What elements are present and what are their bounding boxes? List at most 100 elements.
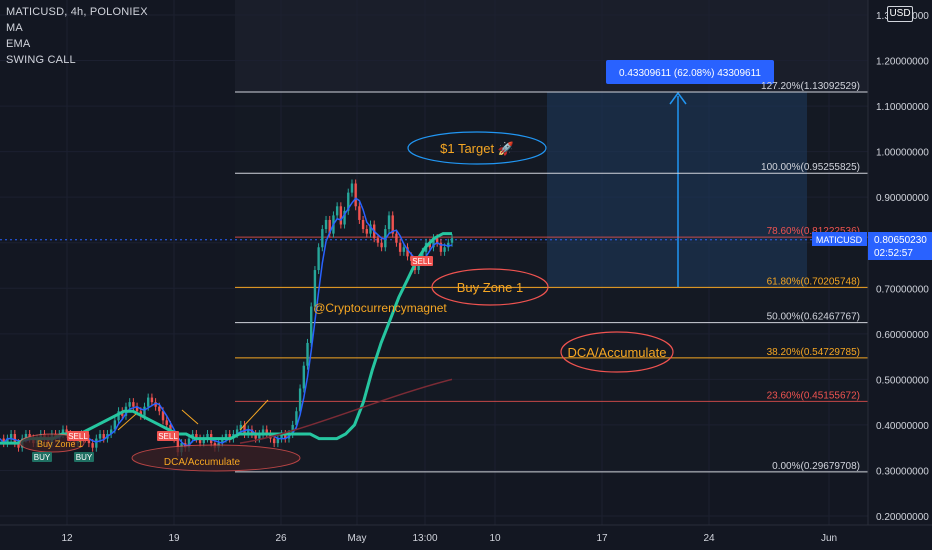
candle-body [2, 438, 5, 444]
candle-body [258, 434, 261, 439]
zone-layer: 0.43309611 (62.08%) 43309611 [547, 60, 807, 288]
fib-label: 38.20%(0.54729785) [767, 347, 860, 358]
fib-label: 23.60%(0.45155672) [767, 390, 860, 401]
time-tick-label: May [348, 533, 367, 544]
price-tick-label: 0.70000000 [876, 284, 929, 295]
candle-body [358, 206, 361, 220]
candle-body [235, 429, 239, 435]
candle-body [176, 438, 180, 453]
sell-signal-label: SELL [158, 432, 178, 441]
candle-body [435, 238, 439, 243]
last-price-tag [868, 232, 932, 260]
candle-body [202, 438, 205, 444]
candle-body [91, 443, 94, 448]
candle-body [250, 429, 254, 435]
indicator-swing-call-label[interactable]: SWING CALL [6, 54, 76, 66]
dca-ellipse [560, 331, 674, 373]
buy-signal-tag [32, 452, 52, 462]
candle-body [139, 411, 142, 416]
candle-body [24, 434, 28, 439]
annotations-layer: $1 Target 🚀 Buy Zone 1 DCA/Accumulate DCA/A… [19, 131, 674, 472]
last-price-countdown: 02:52:57 [874, 248, 913, 259]
candle-body [317, 247, 320, 271]
trend-arrow [117, 413, 137, 431]
candle-body [154, 402, 157, 407]
dca-zone-label: DCA/Accumulate [164, 457, 241, 468]
sell-signal-tag [411, 256, 433, 266]
trend-arrow [181, 409, 199, 425]
candle-body [117, 411, 120, 421]
price-tick-label: 1.20000000 [876, 57, 929, 68]
candle-body [254, 434, 257, 439]
candle-body [376, 238, 380, 243]
price-axis: 1.300000001.200000001.100000001.00000000… [812, 0, 932, 525]
time-axis: 12 19 26 May 13:00 10 17 24 Jun [0, 524, 932, 544]
candle-body [243, 424, 246, 435]
candle-body [310, 306, 313, 343]
sell-signal-tag [157, 431, 179, 441]
time-tick-label: Jun [821, 533, 837, 544]
candle-body [247, 429, 250, 435]
candle-body [87, 438, 91, 444]
candle-body [9, 434, 13, 439]
candle-body [206, 434, 209, 439]
buy-zone-label: Buy Zone 1 [457, 280, 524, 295]
dca-zone-ellipse [131, 444, 301, 472]
buy-signal-label: BUY [34, 453, 51, 462]
sell-signal-label: SELL [68, 432, 88, 441]
buy-zone-ellipse [431, 268, 549, 306]
candle-body [443, 247, 446, 252]
price-tick-label: 0.50000000 [876, 375, 929, 386]
candle-body [13, 434, 17, 444]
fib-label: 50.00%(0.62467767) [767, 312, 860, 323]
fib-label: 78.60%(0.81222536) [767, 226, 860, 237]
candle-body [187, 438, 191, 448]
currency-badge[interactable]: USD [887, 6, 913, 22]
target-label: $1 Target 🚀 [440, 141, 514, 156]
candle-body [391, 215, 394, 234]
price-tick-label: 0.90000000 [876, 193, 929, 204]
candle-body [447, 242, 450, 248]
candle-body [402, 247, 406, 252]
candle-body [17, 443, 20, 448]
candle-body [313, 270, 317, 307]
symbol-price-tag [812, 232, 867, 246]
candle-body [339, 206, 343, 225]
symbol-tag-label: MATICUSD [816, 235, 863, 245]
price-tick-label: 0.30000000 [876, 466, 929, 477]
candle-body [165, 420, 168, 425]
price-tick-label: 0.60000000 [876, 330, 929, 341]
candle-body [328, 219, 331, 234]
indicator-ma-label[interactable]: MA [6, 22, 23, 34]
time-tick-label: 26 [275, 533, 287, 544]
fib-label: 0.00%(0.29679708) [772, 461, 860, 472]
buy-signal-tag [74, 452, 94, 462]
candle-body [291, 424, 294, 435]
fib-levels: 127.20%(1.13092529) 100.00%(0.95255825) 78… [0, 81, 868, 473]
candle-body [439, 242, 443, 252]
candle-body [113, 420, 117, 430]
fib-label: 127.20%(1.13092529) [761, 81, 860, 92]
candle-body [369, 224, 372, 234]
candle-body [198, 438, 202, 444]
trend-arrow [239, 399, 269, 431]
candle-body [98, 434, 102, 439]
time-tick-label: 12 [61, 533, 73, 544]
candle-body [406, 247, 409, 257]
candle-body [228, 434, 231, 439]
buy-signal-label: BUY [76, 453, 93, 462]
sell-signal-label: SELL [412, 257, 432, 266]
indicator-ema-label[interactable]: EMA [6, 38, 31, 50]
candle-body [295, 411, 298, 425]
candle-body [380, 242, 383, 248]
candle-body [65, 429, 68, 435]
candle-body [102, 434, 105, 439]
candle-body [128, 402, 131, 407]
slow-ma-line [239, 378, 453, 444]
candle-body [395, 233, 398, 243]
dca-label: DCA/Accumulate [568, 345, 667, 360]
fib-label: 61.80%(0.70205748) [767, 276, 860, 287]
candle-body [265, 429, 268, 435]
candle-body [239, 424, 243, 430]
